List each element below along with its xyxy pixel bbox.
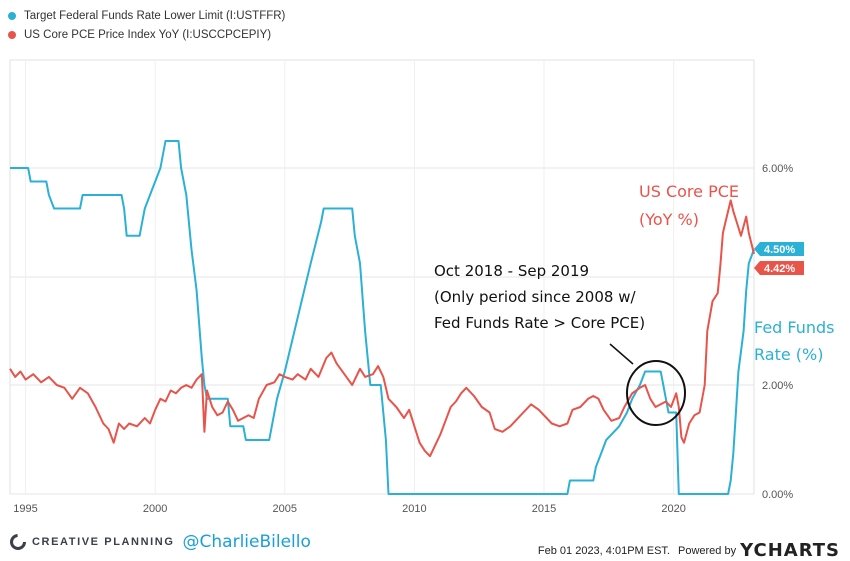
series-layer: 4.50% 4.42% xyxy=(9,140,804,495)
note-arrow xyxy=(609,343,634,365)
powered-by-label: Powered by xyxy=(678,544,737,557)
creative-planning-logo-icon xyxy=(10,534,26,550)
footer-source: Feb 01 2023, 4:01PM EST. Powered by YCHA… xyxy=(538,540,840,561)
grid: 1995 2000 2005 2010 2015 2020 6.00% 2.00% 0.00% xyxy=(9,59,793,515)
legend-label-fed-funds: Target Federal Funds Rate Lower Limit (I… xyxy=(24,9,286,22)
legend-dot-fed-funds xyxy=(8,11,16,20)
x-tick-label: 2000 xyxy=(143,503,167,515)
ycharts-logo[interactable]: YCHARTS xyxy=(740,540,840,561)
end-value-label: 4.50% xyxy=(764,244,795,256)
legend-dot-core-pce xyxy=(8,30,16,39)
brand-name: CREATIVE PLANNING xyxy=(32,536,175,548)
legend-item-fed-funds[interactable]: Target Federal Funds Rate Lower Limit (I… xyxy=(8,6,285,25)
timestamp: Feb 01 2023, 4:01PM EST. xyxy=(537,544,670,557)
series-line-fed-funds xyxy=(10,140,755,495)
pce-label-line1: US Core PCE xyxy=(639,182,739,201)
highlight-circle xyxy=(626,360,686,426)
x-tick-label: 2020 xyxy=(661,503,685,515)
x-tick-label: 2015 xyxy=(532,503,556,515)
legend-label-core-pce: US Core PCE Price Index YoY (I:USCCPCEPI… xyxy=(24,28,272,41)
ffr-label-line1: Fed Funds xyxy=(754,318,835,337)
y-tick-label: 0.00% xyxy=(762,489,793,501)
twitter-handle: @CharlieBilello xyxy=(182,532,311,552)
pce-label-line2: (YoY %) xyxy=(639,210,699,229)
note-line3: Fed Funds Rate > Core PCE) xyxy=(434,314,645,332)
x-tick-label: 2005 xyxy=(273,503,297,515)
series-line-core-pce xyxy=(9,199,755,458)
footer-branding: CREATIVE PLANNING @CharlieBilello xyxy=(10,532,311,552)
note-line2: (Only period since 2008 w/ xyxy=(434,288,636,306)
annotations: US Core PCE (YoY %) Fed Funds Rate (%) O… xyxy=(434,182,835,426)
x-tick-label: 1995 xyxy=(13,503,37,515)
end-value-badge xyxy=(754,242,804,256)
end-value-label: 4.42% xyxy=(764,263,795,275)
end-value-badge xyxy=(754,261,804,275)
y-tick-label: 2.00% xyxy=(762,380,793,392)
y-tick-label: 6.00% xyxy=(762,163,793,175)
x-tick-label: 2010 xyxy=(402,503,426,515)
legend-item-core-pce[interactable]: US Core PCE Price Index YoY (I:USCCPCEPI… xyxy=(8,25,285,44)
note-line1: Oct 2018 - Sep 2019 xyxy=(434,262,589,280)
ffr-label-line2: Rate (%) xyxy=(754,345,823,364)
legend: Target Federal Funds Rate Lower Limit (I… xyxy=(8,6,285,44)
